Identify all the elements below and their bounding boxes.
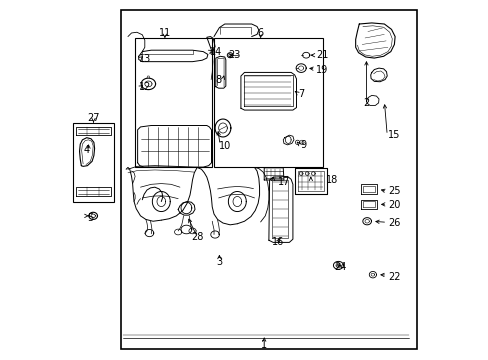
Text: 28: 28 bbox=[191, 232, 203, 242]
Text: 5: 5 bbox=[86, 213, 93, 222]
Text: 6: 6 bbox=[257, 28, 263, 38]
Text: 20: 20 bbox=[387, 200, 400, 210]
Text: 25: 25 bbox=[387, 186, 400, 197]
Text: 22: 22 bbox=[387, 272, 400, 282]
Text: 15: 15 bbox=[387, 130, 400, 140]
Text: 13: 13 bbox=[139, 54, 151, 64]
Text: 16: 16 bbox=[272, 237, 284, 247]
Text: 12: 12 bbox=[139, 82, 151, 93]
Bar bbox=[73, 123, 114, 202]
Text: 10: 10 bbox=[219, 140, 231, 150]
Text: 24: 24 bbox=[333, 262, 346, 272]
Text: 17: 17 bbox=[277, 177, 289, 187]
Text: 1: 1 bbox=[261, 340, 267, 350]
Text: 7: 7 bbox=[298, 89, 304, 99]
Text: 19: 19 bbox=[316, 64, 328, 75]
Text: 3: 3 bbox=[216, 257, 222, 267]
Text: 2: 2 bbox=[362, 98, 368, 108]
Text: 8: 8 bbox=[215, 75, 222, 85]
Text: 18: 18 bbox=[325, 175, 338, 185]
Text: 14: 14 bbox=[210, 47, 222, 57]
Text: 9: 9 bbox=[300, 140, 305, 150]
Text: 11: 11 bbox=[159, 28, 171, 38]
Text: 4: 4 bbox=[83, 144, 90, 154]
Bar bbox=[121, 10, 416, 348]
Bar bbox=[214, 39, 323, 167]
Text: 27: 27 bbox=[87, 113, 100, 123]
Text: 26: 26 bbox=[387, 218, 400, 228]
Text: 23: 23 bbox=[228, 50, 240, 60]
Text: 21: 21 bbox=[316, 50, 328, 60]
Bar bbox=[135, 39, 212, 167]
